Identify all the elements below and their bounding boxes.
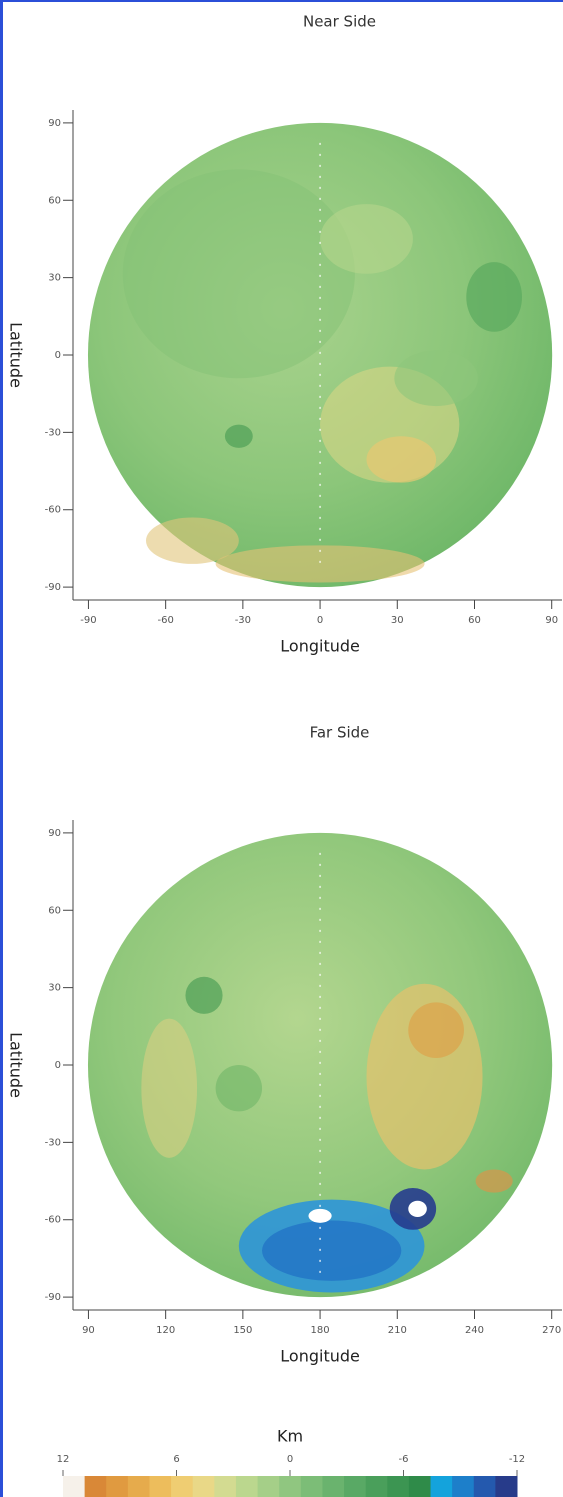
colorbar-swatch xyxy=(473,1476,496,1497)
y-tick-label: 30 xyxy=(48,273,61,284)
globe xyxy=(87,832,553,1298)
x-axis-label: Longitude xyxy=(280,1347,360,1366)
x-tick-label: 120 xyxy=(156,1325,175,1336)
terrain-patch xyxy=(408,1200,427,1218)
terrain-patch xyxy=(224,424,253,448)
x-tick-label: 90 xyxy=(82,1325,95,1336)
x-tick-label: 150 xyxy=(233,1325,252,1336)
colorbar-swatch xyxy=(387,1476,410,1497)
terrain-patch xyxy=(215,545,425,583)
colorbar-swatch xyxy=(171,1476,194,1497)
colorbar-swatch xyxy=(300,1476,323,1497)
y-tick-label: 30 xyxy=(48,983,61,994)
terrain-patch xyxy=(145,517,239,564)
terrain-patch xyxy=(185,976,223,1014)
terrain-patch xyxy=(408,1002,464,1059)
colorbar-swatch xyxy=(495,1476,518,1497)
map-title: Near Side xyxy=(303,13,376,31)
x-tick-label: 0 xyxy=(317,615,323,626)
y-tick-label: 0 xyxy=(55,350,61,361)
colorbar-swatch xyxy=(84,1476,107,1497)
colorbar-tick-label: -12 xyxy=(509,1454,525,1465)
colorbar-swatch xyxy=(257,1476,280,1497)
terrain-patch xyxy=(366,436,437,483)
colorbar-swatch xyxy=(192,1476,215,1497)
y-tick-label: -60 xyxy=(45,505,61,516)
terrain-patch xyxy=(475,1169,513,1193)
y-axis-label: Latitude xyxy=(7,1032,26,1098)
colorbar-tick-label: 0 xyxy=(287,1454,293,1465)
terrain-patch xyxy=(215,1065,263,1112)
y-tick-label: 60 xyxy=(48,195,61,206)
colorbar-swatch xyxy=(452,1476,475,1497)
x-tick-label: -30 xyxy=(235,615,251,626)
x-tick-label: 240 xyxy=(465,1325,484,1336)
y-tick-label: -90 xyxy=(45,1292,61,1303)
colorbar-swatch xyxy=(214,1476,237,1497)
terrain-patch xyxy=(320,204,413,274)
y-tick-label: -30 xyxy=(45,427,61,438)
terrain-patch xyxy=(308,1208,332,1223)
y-tick-label: 90 xyxy=(48,828,61,839)
x-tick-label: 90 xyxy=(545,615,558,626)
y-tick-label: 90 xyxy=(48,118,61,129)
x-tick-label: 30 xyxy=(391,615,404,626)
globe-disk xyxy=(87,832,553,1298)
x-tick-label: 60 xyxy=(468,615,481,626)
colorbar-title: Km xyxy=(277,1427,303,1446)
y-tick-label: 0 xyxy=(55,1060,61,1071)
x-axis-label: Longitude xyxy=(280,637,360,656)
colorbar-tick-label: 12 xyxy=(57,1454,70,1465)
terrain-patch xyxy=(122,169,355,379)
y-tick-label: -90 xyxy=(45,582,61,593)
terrain-patch xyxy=(262,1220,402,1281)
colorbar-tick-label: -6 xyxy=(399,1454,409,1465)
y-tick-label: -60 xyxy=(45,1215,61,1226)
x-tick-label: -90 xyxy=(80,615,96,626)
colorbar-swatch xyxy=(149,1476,172,1497)
colorbar-swatch xyxy=(279,1476,302,1497)
terrain-patch xyxy=(141,1018,198,1158)
colorbar-swatch xyxy=(344,1476,367,1497)
colorbar-swatch xyxy=(63,1476,86,1497)
y-tick-label: 60 xyxy=(48,905,61,916)
x-tick-label: 210 xyxy=(388,1325,407,1336)
colorbar-tick-label: 6 xyxy=(173,1454,179,1465)
globe xyxy=(87,122,553,588)
colorbar-swatch xyxy=(408,1476,432,1497)
y-tick-label: -30 xyxy=(45,1137,61,1148)
x-tick-label: -60 xyxy=(157,615,173,626)
colorbar-swatch xyxy=(365,1476,388,1497)
y-axis-label: Latitude xyxy=(7,322,26,388)
map-title: Far Side xyxy=(310,724,370,742)
terrain-patch xyxy=(466,262,523,332)
x-tick-label: 270 xyxy=(542,1325,561,1336)
colorbar-swatch xyxy=(322,1476,345,1497)
x-tick-label: 180 xyxy=(311,1325,330,1336)
colorbar-swatch xyxy=(430,1476,453,1497)
colorbar-swatch xyxy=(235,1476,259,1497)
colorbar-swatch xyxy=(106,1476,129,1497)
terrain-patch xyxy=(394,350,478,407)
colorbar-swatch xyxy=(127,1476,150,1497)
